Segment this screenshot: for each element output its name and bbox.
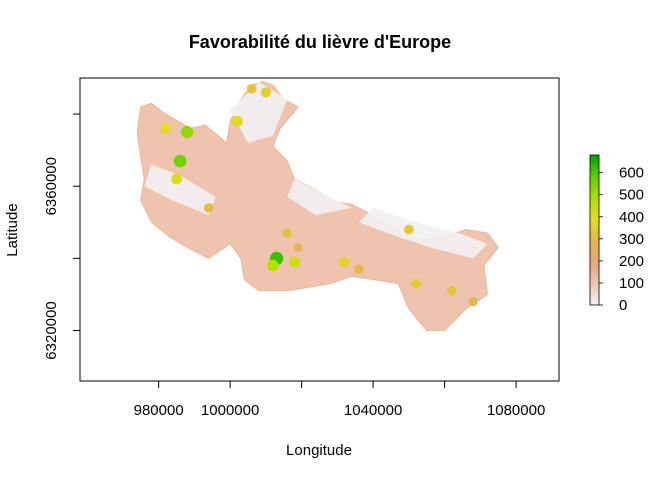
favorability-cell: [411, 278, 421, 289]
favorability-cell: [289, 256, 300, 268]
favorability-cell: [446, 285, 457, 296]
legend-colorbar: [590, 155, 599, 305]
favorability-raster: [136, 81, 499, 331]
legend-tick-label: 0: [619, 297, 627, 314]
y-tick-label: 6320000: [43, 301, 60, 359]
y-axis-label: Latitude: [4, 203, 21, 256]
favorability-cell: [246, 83, 257, 94]
low-favorability-zone: [144, 164, 216, 216]
x-tick-label: 1040000: [344, 402, 402, 419]
x-tick-label: 1080000: [487, 402, 545, 419]
y-axis: 6320000 6360000: [43, 113, 80, 360]
x-tick-label: 1000000: [201, 402, 259, 419]
color-legend: 0 100 200 300 400 500 600: [589, 154, 644, 314]
favorability-cell: [160, 123, 171, 134]
low-favorability-zone: [287, 179, 352, 216]
legend-colorbar-frame: [589, 154, 600, 306]
chart-title: Favorabilité du lièvre d'Europe: [189, 32, 451, 52]
favorability-cell: [231, 115, 243, 127]
favorability-cell: [171, 173, 182, 185]
favorability-cell: [260, 87, 271, 98]
favorability-cell: [173, 154, 187, 168]
favorability-cell: [181, 126, 194, 139]
favorability-cell: [354, 264, 364, 275]
y-tick-label: 6360000: [43, 157, 60, 215]
x-axis: 980000 1000000 1040000 1080000: [134, 381, 545, 419]
favorability-cell: [267, 259, 279, 272]
favorability-cell: [282, 228, 293, 238]
legend-tick-label: 100: [619, 275, 644, 292]
legend-tick-label: 200: [619, 253, 644, 270]
favorability-cell: [203, 203, 214, 213]
legend-tick-label: 400: [619, 209, 644, 226]
favorability-cell: [293, 242, 303, 253]
legend-tick-label: 600: [619, 165, 644, 182]
favorability-cell: [468, 297, 478, 307]
plot-frame: [79, 77, 560, 382]
favorability-cell: [339, 256, 350, 268]
favorability-cell: [404, 224, 414, 235]
x-axis-label: Longitude: [286, 442, 352, 459]
legend-tick-label: 500: [619, 187, 644, 204]
low-favorability-zone: [230, 81, 288, 143]
low-favorability-zone: [358, 207, 488, 259]
legend-tick-label: 300: [619, 231, 644, 248]
x-tick-label: 980000: [134, 402, 184, 419]
